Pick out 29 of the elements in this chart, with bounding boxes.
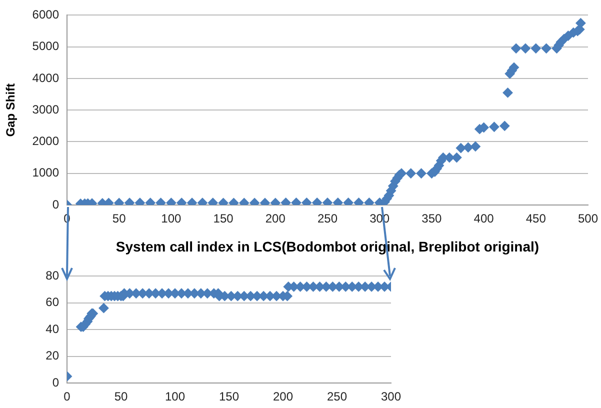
x-tick-label: 150 bbox=[218, 390, 240, 404]
y-tick-label: 60 bbox=[46, 295, 60, 310]
x-tick-label: 200 bbox=[272, 390, 294, 404]
x-tick-label: 450 bbox=[526, 212, 546, 226]
y-axis-title: Gap Shift bbox=[4, 83, 18, 137]
x-tick-label: 0 bbox=[64, 390, 71, 404]
x-tick-label: 350 bbox=[422, 212, 442, 226]
x-tick-label: 250 bbox=[326, 390, 348, 404]
x-tick-label: 300 bbox=[380, 390, 402, 404]
y-tick-label: 20 bbox=[46, 348, 60, 363]
y-tick-label: 0 bbox=[52, 375, 60, 390]
y-tick-label: 4000 bbox=[32, 70, 60, 85]
y-tick-label: 1000 bbox=[32, 166, 60, 180]
y-tick-label: 6000 bbox=[32, 8, 60, 22]
x-tick-label: 250 bbox=[317, 212, 338, 226]
x-tick-label: 400 bbox=[474, 212, 494, 226]
y-tick-label: 5000 bbox=[32, 39, 60, 54]
x-tick-label: 50 bbox=[112, 212, 126, 226]
y-tick-label: 0 bbox=[52, 197, 60, 212]
x-tick-label: 500 bbox=[578, 212, 598, 226]
y-tick-label: 80 bbox=[46, 268, 60, 282]
y-tick-label: 40 bbox=[46, 322, 60, 336]
x-tick-label: 100 bbox=[164, 390, 186, 404]
y-tick-label: 2000 bbox=[32, 134, 60, 148]
y-tick-label: 3000 bbox=[32, 102, 60, 116]
x-tick-label: 100 bbox=[161, 212, 182, 226]
x-tick-label: 150 bbox=[213, 212, 234, 226]
x-tick-label: 200 bbox=[265, 212, 286, 226]
x-tick-label: 50 bbox=[114, 390, 128, 404]
